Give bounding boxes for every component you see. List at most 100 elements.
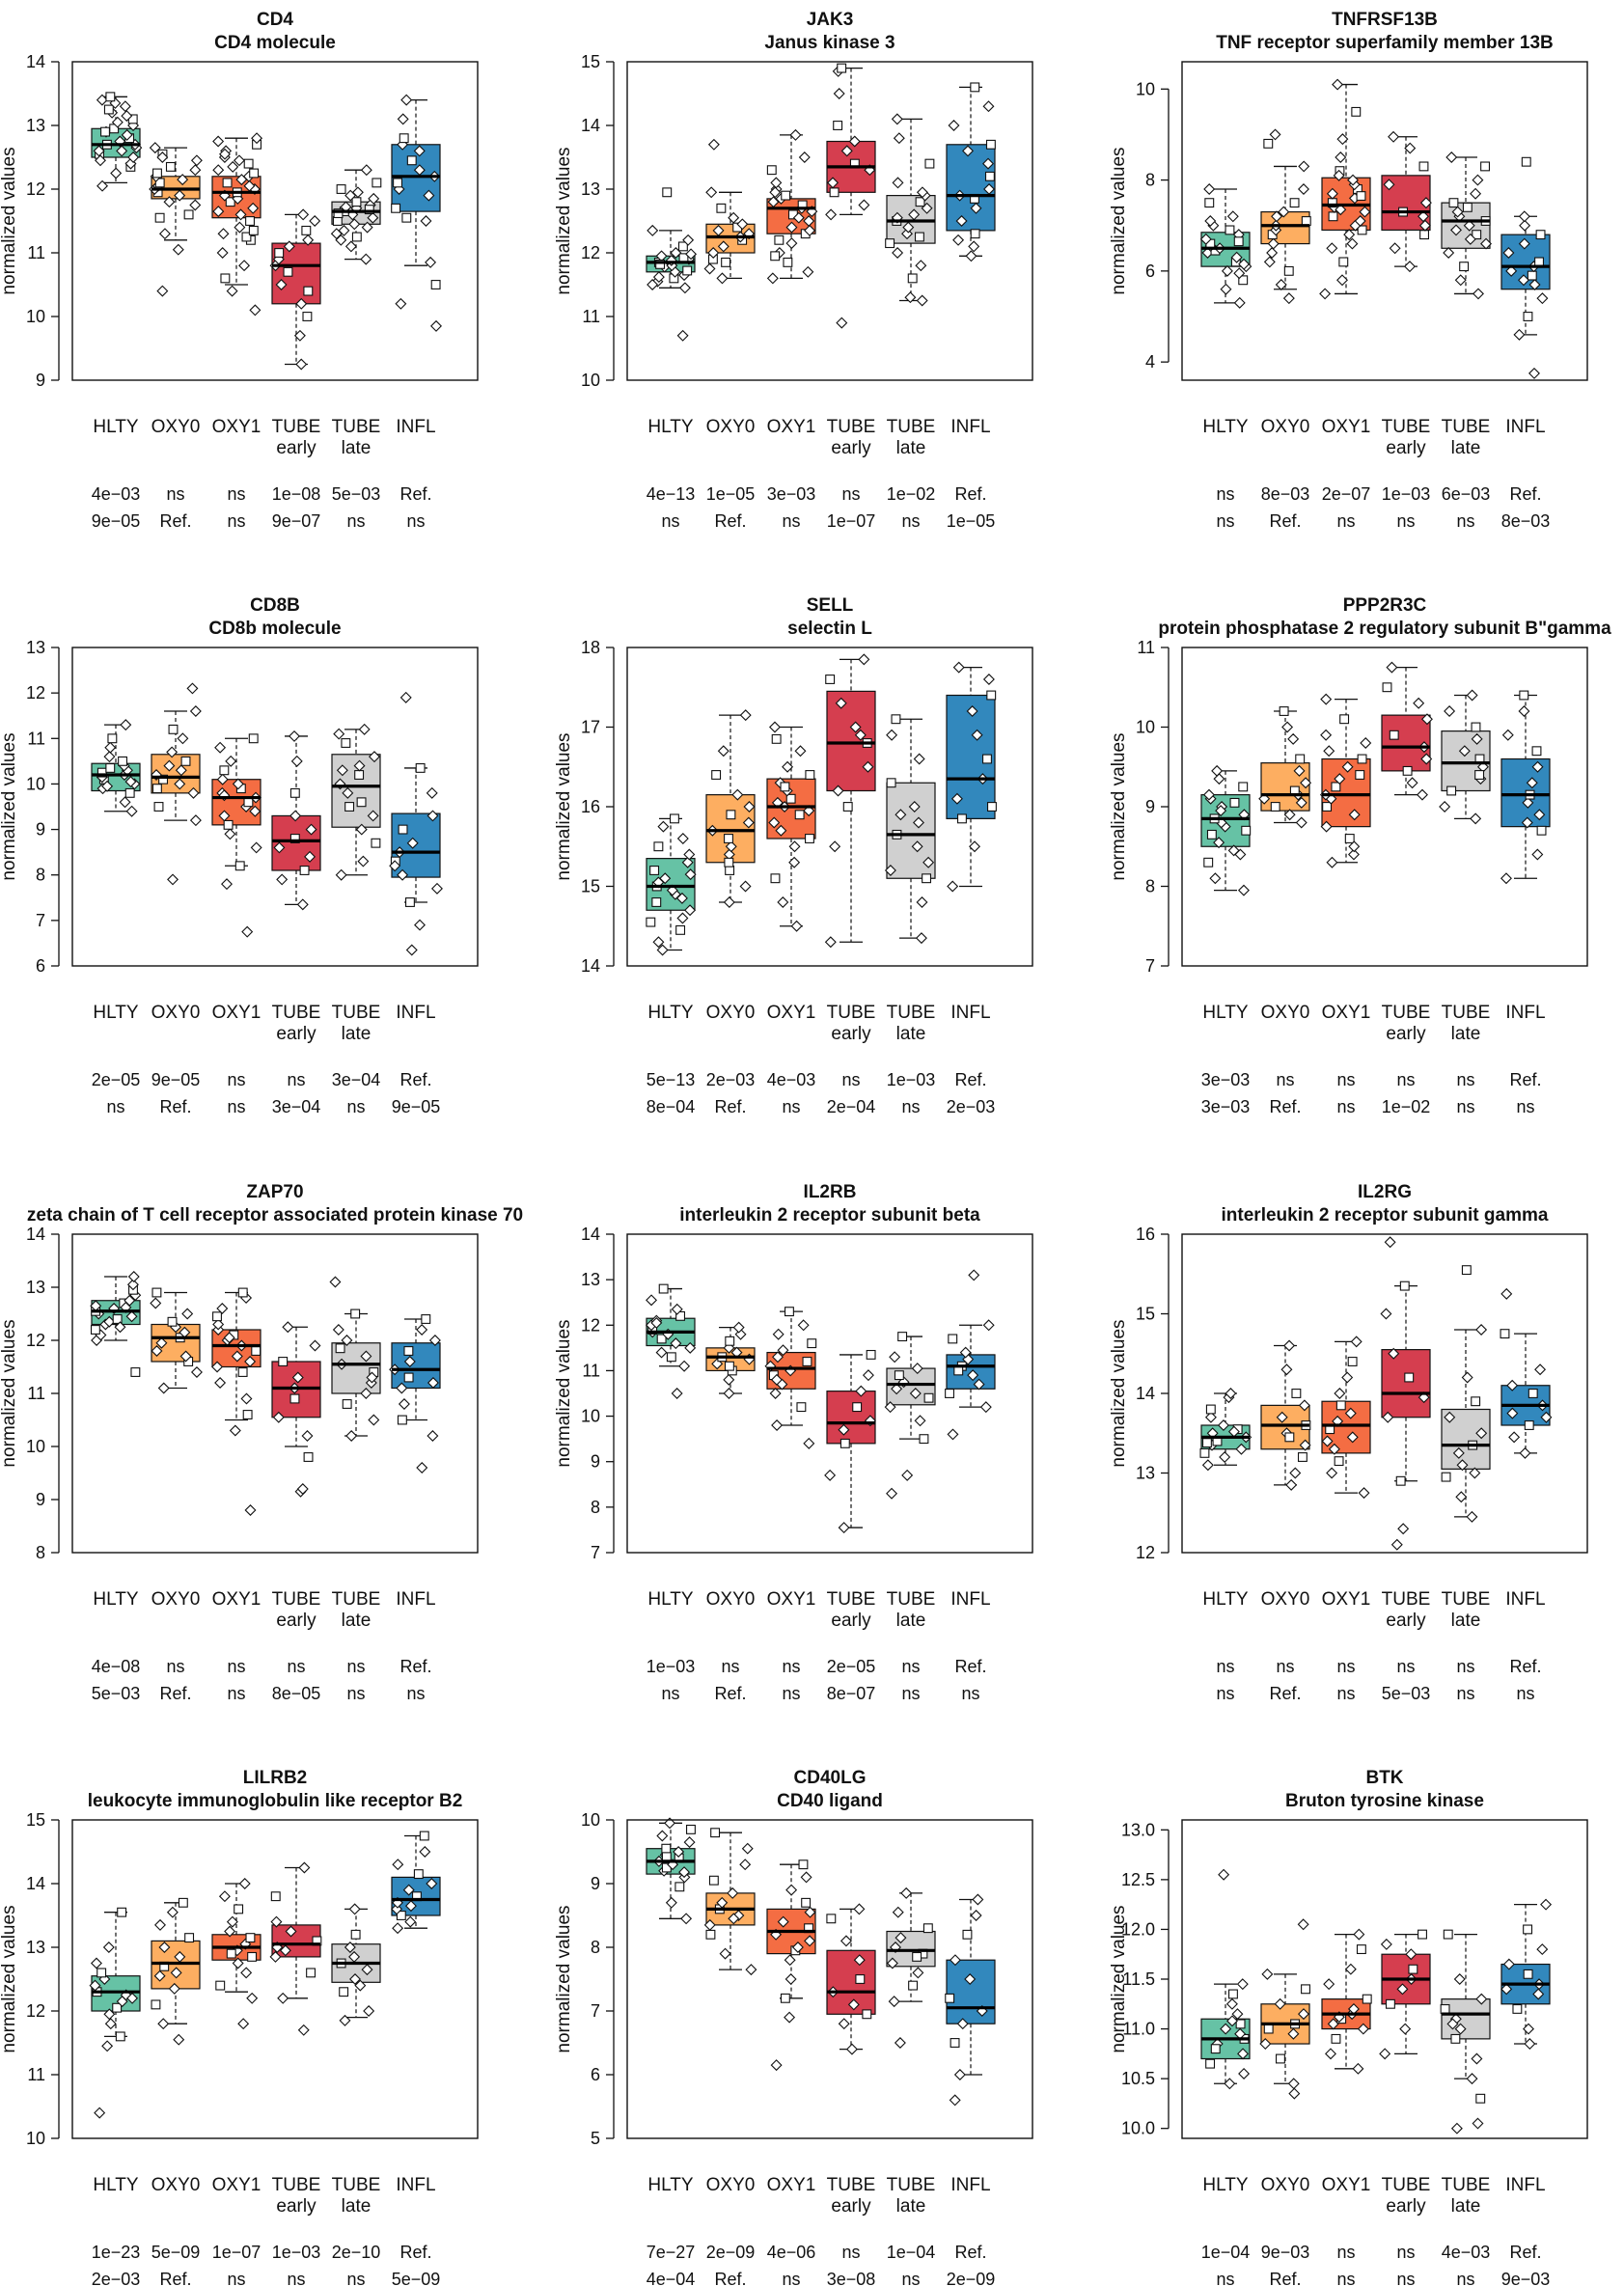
data-point-diamond — [908, 801, 921, 812]
p-value: 3e−04 — [332, 1070, 381, 1089]
group-oxy0: OXY0 ns Ref. — [149, 142, 203, 531]
data-point-square — [1443, 1929, 1453, 1940]
p-value: 9e−05 — [392, 1097, 441, 1116]
data-point-square — [1289, 198, 1300, 208]
data-point-square — [245, 1933, 256, 1943]
data-point-diamond — [1231, 2008, 1244, 2021]
data-point-square — [725, 1336, 735, 1346]
group-infl: INFL Ref. 9e−03 — [1500, 1898, 1553, 2286]
data-point-diamond — [302, 234, 315, 246]
group-label: TUBE — [887, 417, 936, 437]
p-value: 1e−05 — [947, 511, 996, 531]
data-point-square — [897, 1332, 908, 1342]
data-point-square — [1356, 191, 1366, 202]
data-point-square — [1283, 265, 1294, 276]
data-point-diamond — [1389, 242, 1401, 255]
data-point-diamond — [366, 1371, 378, 1384]
data-point-diamond — [1275, 279, 1287, 290]
data-point-diamond — [1226, 210, 1239, 223]
y-axis-label: normalized values — [554, 1319, 574, 1467]
p-value: ns — [901, 511, 920, 531]
data-point-diamond — [1236, 1978, 1249, 1991]
data-point-diamond — [683, 848, 696, 861]
group-hlty: HLTY 4e−08 5e−03 — [90, 1271, 142, 1703]
group-oxy0: OXY0 9e−03 Ref. — [1259, 1918, 1310, 2286]
p-value: ns — [782, 1097, 800, 1116]
data-point-diamond — [241, 925, 254, 938]
data-point-diamond — [428, 1335, 441, 1346]
plot-frame — [1181, 1819, 1588, 2139]
plot-frame — [71, 1233, 479, 1554]
data-point-square — [333, 208, 344, 219]
data-point-diamond — [1501, 729, 1514, 741]
data-point-square — [1534, 257, 1544, 267]
y-tick-label: 11.0 — [1122, 2020, 1155, 2039]
group-label: late — [342, 2196, 372, 2217]
data-point-diamond — [1528, 279, 1541, 290]
panel-gene-symbol: TNFRSF13B — [1332, 10, 1438, 30]
plot-frame — [1181, 61, 1588, 381]
data-point-diamond — [1471, 2052, 1483, 2065]
panel-gene-symbol: IL2RB — [804, 1182, 857, 1202]
group-label: TUBE — [332, 417, 381, 437]
data-point-diamond — [682, 234, 695, 246]
data-point-diamond — [794, 745, 807, 757]
p-value: ns — [1456, 511, 1474, 531]
group-label: HLTY — [1202, 1589, 1248, 1610]
data-point-diamond — [772, 1351, 784, 1363]
data-point-diamond — [238, 260, 251, 272]
data-point-diamond — [956, 2018, 969, 2030]
data-point-diamond — [1388, 1347, 1400, 1360]
p-value: Ref. — [1269, 1684, 1301, 1703]
data-point-diamond — [1335, 204, 1347, 216]
data-point-diamond — [777, 896, 789, 908]
data-point-square — [661, 1843, 672, 1854]
group-label: early — [276, 438, 317, 458]
data-point-diamond — [225, 755, 237, 767]
data-point-diamond — [1382, 1411, 1394, 1423]
data-point-diamond — [1297, 2008, 1309, 2021]
data-point-square — [1474, 770, 1485, 780]
panel-gene-symbol: SELL — [807, 595, 854, 616]
data-point-square — [1301, 216, 1311, 226]
data-point-diamond — [1323, 1978, 1335, 1991]
data-point-diamond — [1224, 2078, 1236, 2090]
y-tick-label: 15 — [581, 877, 600, 896]
data-point-square — [721, 257, 731, 267]
data-point-diamond — [349, 1973, 361, 1985]
data-point-diamond — [1508, 1431, 1521, 1444]
data-point-diamond — [238, 1878, 251, 1889]
p-value: ns — [227, 2270, 245, 2286]
panel-tnfrsf13b: TNFRSF13B TNF receptor superfamily member… — [1109, 10, 1588, 531]
panel-cd40lg: CD40LG CD40 ligand normalized values 5 6 7 8 9 1… — [554, 1768, 1033, 2286]
data-point-diamond — [218, 1890, 231, 1903]
data-point-diamond — [1219, 1451, 1231, 1463]
data-point-diamond — [952, 234, 965, 246]
group-label: TUBE — [1442, 1589, 1491, 1610]
p-value: ns — [901, 1097, 920, 1116]
panel-lilrb2: LILRB2 leukocyte immunoglobulin like rece… — [0, 1768, 479, 2286]
group-oxy1: OXY1 ns ns — [211, 1287, 261, 1703]
data-point-diamond — [94, 2107, 106, 2119]
data-point-square — [96, 1968, 107, 1978]
data-point-diamond — [283, 240, 295, 253]
data-point-diamond — [802, 265, 814, 278]
panel-gene-name: Bruton tyrosine kinase — [1285, 1791, 1484, 1811]
data-point-diamond — [1344, 1963, 1357, 1975]
data-point-diamond — [190, 154, 203, 167]
data-point-diamond — [1320, 693, 1333, 705]
data-point-diamond — [840, 145, 853, 157]
p-value: ns — [227, 1070, 245, 1089]
data-point-diamond — [853, 1903, 866, 1915]
data-point-diamond — [186, 682, 199, 695]
y-axis-label: normalized values — [554, 1905, 574, 2052]
data-point-diamond — [341, 1335, 353, 1346]
data-point-diamond — [102, 1942, 115, 1953]
data-point-diamond — [240, 1392, 253, 1405]
data-point-square — [770, 873, 781, 884]
data-point-diamond — [275, 279, 288, 290]
data-point-diamond — [893, 132, 905, 145]
